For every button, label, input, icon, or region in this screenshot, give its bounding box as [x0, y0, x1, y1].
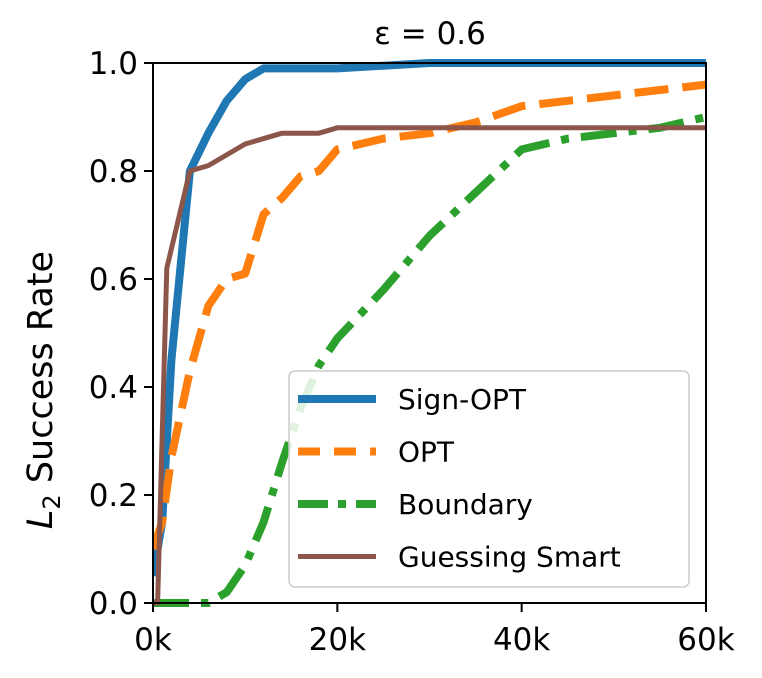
series-line-guessing-smart — [153, 125, 706, 606]
y-axis-title-sub: 2 — [38, 494, 66, 509]
chart-title: ε = 0.6 — [374, 16, 486, 52]
y-tick-label-4: 0.8 — [89, 154, 138, 190]
legend-box — [288, 370, 690, 588]
y-tick-label-1: 0.2 — [89, 478, 138, 514]
y-axis-title: L2 Success Rate — [21, 251, 66, 529]
y-axis-title-rest: Success Rate — [21, 251, 61, 494]
x-tick-label-2: 40k — [493, 622, 550, 658]
x-tick-label-1: 20k — [309, 622, 366, 658]
legend-label-boundary: Boundary — [398, 488, 533, 521]
tick-layer: 0k 20k 40k 60k 0.0 0.2 0.4 0.6 0.8 1.0 — [89, 46, 735, 658]
y-tick-label-5: 1.0 — [89, 46, 138, 82]
series-line-opt — [153, 80, 706, 551]
legend-label-sign-opt: Sign-OPT — [398, 383, 527, 416]
y-tick-label-0: 0.0 — [89, 586, 138, 622]
y-axis-title-main: L — [21, 510, 61, 530]
y-tick-label-2: 0.4 — [89, 370, 138, 406]
legend-entries: Sign-OPT OPT Boundary Guessing Smart — [298, 383, 621, 574]
legend: Sign-OPT OPT Boundary Guessing Smart — [288, 370, 690, 588]
legend-label-opt: OPT — [398, 436, 455, 469]
plot-border — [152, 62, 707, 604]
x-tick-label-3: 60k — [677, 622, 734, 658]
y-tick-label-3: 0.6 — [89, 262, 138, 298]
x-tick-label-0: 0k — [134, 622, 172, 658]
svg-text:L2 Success Rate: L2 Success Rate — [21, 251, 66, 529]
legend-label-guessing-smart: Guessing Smart — [398, 541, 621, 574]
plot-frame — [152, 62, 707, 604]
